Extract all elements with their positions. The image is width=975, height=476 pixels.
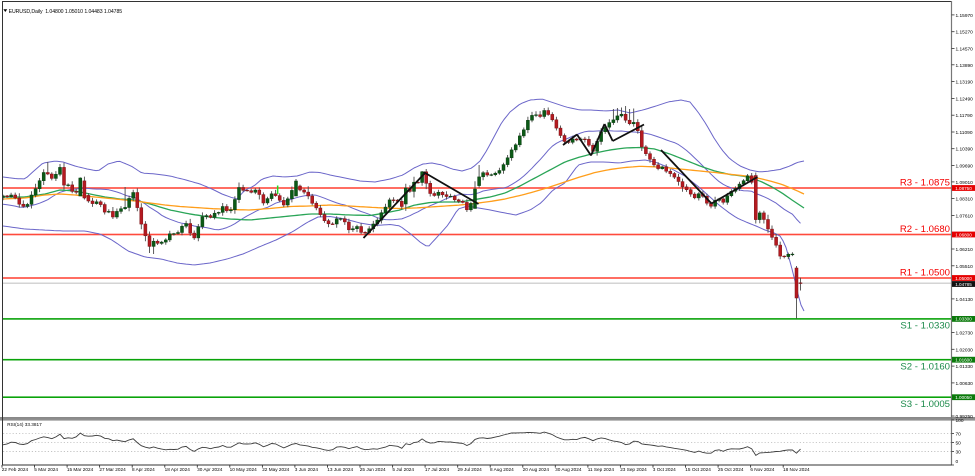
svg-text:23 Sep 2024: 23 Sep 2024 — [620, 467, 647, 472]
svg-text:100: 100 — [956, 418, 964, 424]
svg-text:1.13890: 1.13890 — [956, 63, 974, 69]
svg-text:S3 - 1.0005: S3 - 1.0005 — [900, 399, 950, 410]
svg-text:1.07610: 1.07610 — [956, 213, 974, 219]
svg-text:1.04130: 1.04130 — [956, 297, 974, 303]
svg-text:R2 - 1.0680: R2 - 1.0680 — [900, 224, 950, 235]
svg-text:1.10390: 1.10390 — [956, 147, 974, 153]
svg-text:1.06210: 1.06210 — [956, 247, 974, 253]
svg-text:1.03300: 1.03300 — [955, 317, 972, 322]
svg-text:1.15270: 1.15270 — [956, 30, 974, 36]
svg-text:25 Oct 2024: 25 Oct 2024 — [718, 467, 744, 472]
svg-text:1.06800: 1.06800 — [955, 232, 972, 237]
svg-text:8 Aug 2024: 8 Aug 2024 — [490, 467, 514, 472]
svg-text:3 Oct 2024: 3 Oct 2024 — [653, 467, 676, 472]
svg-text:R3 - 1.0875: R3 - 1.0875 — [900, 177, 950, 188]
svg-text:0.99250: 0.99250 — [956, 414, 974, 420]
svg-text:1.08750: 1.08750 — [955, 186, 972, 191]
svg-text:1.14570: 1.14570 — [956, 47, 974, 53]
svg-text:5 Jul 2024: 5 Jul 2024 — [392, 467, 414, 472]
svg-text:RSI(14) 33.3817: RSI(14) 33.3817 — [7, 422, 42, 427]
svg-text:S1 - 1.0330: S1 - 1.0330 — [900, 321, 950, 332]
svg-text:1.01600: 1.01600 — [955, 358, 972, 363]
svg-text:30: 30 — [956, 450, 962, 456]
svg-text:1.12490: 1.12490 — [956, 96, 974, 102]
svg-text:27 Mar 2024: 27 Mar 2024 — [99, 467, 126, 472]
svg-text:50: 50 — [956, 440, 962, 446]
svg-text:1.09010: 1.09010 — [956, 180, 974, 186]
svg-text:11 Sep 2024: 11 Sep 2024 — [588, 467, 615, 472]
svg-text:0: 0 — [956, 459, 959, 465]
svg-text:1.05510: 1.05510 — [956, 264, 974, 270]
svg-text:15 Oct 2024: 15 Oct 2024 — [685, 467, 711, 472]
svg-text:1.00630: 1.00630 — [956, 381, 974, 387]
svg-text:1.02030: 1.02030 — [956, 347, 974, 353]
svg-text:EURUSD,Daily 1.04800 1.05010: EURUSD,Daily 1.04800 1.05010 1.04483 1.0… — [9, 9, 123, 15]
svg-text:18 Apr 2024: 18 Apr 2024 — [165, 467, 191, 472]
svg-text:22 Feb 2024: 22 Feb 2024 — [2, 467, 29, 472]
svg-text:8 Apr 2024: 8 Apr 2024 — [132, 467, 155, 472]
svg-text:1.09690: 1.09690 — [956, 164, 974, 170]
svg-text:6 Nov 2024: 6 Nov 2024 — [750, 467, 774, 472]
svg-text:1.11790: 1.11790 — [956, 113, 973, 119]
svg-text:1.02730: 1.02730 — [956, 331, 974, 337]
svg-text:1.05000: 1.05000 — [955, 276, 972, 281]
svg-text:70: 70 — [956, 431, 962, 437]
svg-text:10 May 2024: 10 May 2024 — [230, 467, 257, 472]
svg-text:1.01330: 1.01330 — [956, 364, 974, 370]
svg-text:30 Aug 2024: 30 Aug 2024 — [555, 467, 582, 472]
svg-text:17 Jul 2024: 17 Jul 2024 — [425, 467, 450, 472]
svg-text:S2 - 1.0160: S2 - 1.0160 — [900, 362, 950, 373]
svg-text:1.13190: 1.13190 — [956, 80, 974, 86]
svg-text:3 Jun 2024: 3 Jun 2024 — [295, 467, 319, 472]
svg-text:25 Jun 2024: 25 Jun 2024 — [360, 467, 386, 472]
svg-text:1.00050: 1.00050 — [955, 395, 972, 400]
svg-text:1.08310: 1.08310 — [956, 197, 974, 203]
svg-text:22 May 2024: 22 May 2024 — [262, 467, 289, 472]
svg-text:1.04785: 1.04785 — [955, 282, 972, 287]
svg-text:13 Jun 2024: 13 Jun 2024 — [327, 467, 353, 472]
svg-text:1.15970: 1.15970 — [956, 13, 974, 19]
svg-text:29 Jul 2024: 29 Jul 2024 — [458, 467, 483, 472]
svg-text:18 Nov 2024: 18 Nov 2024 — [783, 467, 810, 472]
svg-text:5 Mar 2024: 5 Mar 2024 — [34, 467, 58, 472]
svg-text:15 Mar 2024: 15 Mar 2024 — [67, 467, 94, 472]
svg-text:20 Aug 2024: 20 Aug 2024 — [523, 467, 550, 472]
svg-text:1.11090: 1.11090 — [956, 130, 973, 136]
svg-text:30 Apr 2024: 30 Apr 2024 — [197, 467, 223, 472]
svg-text:R1 - 1.0500: R1 - 1.0500 — [900, 267, 950, 278]
